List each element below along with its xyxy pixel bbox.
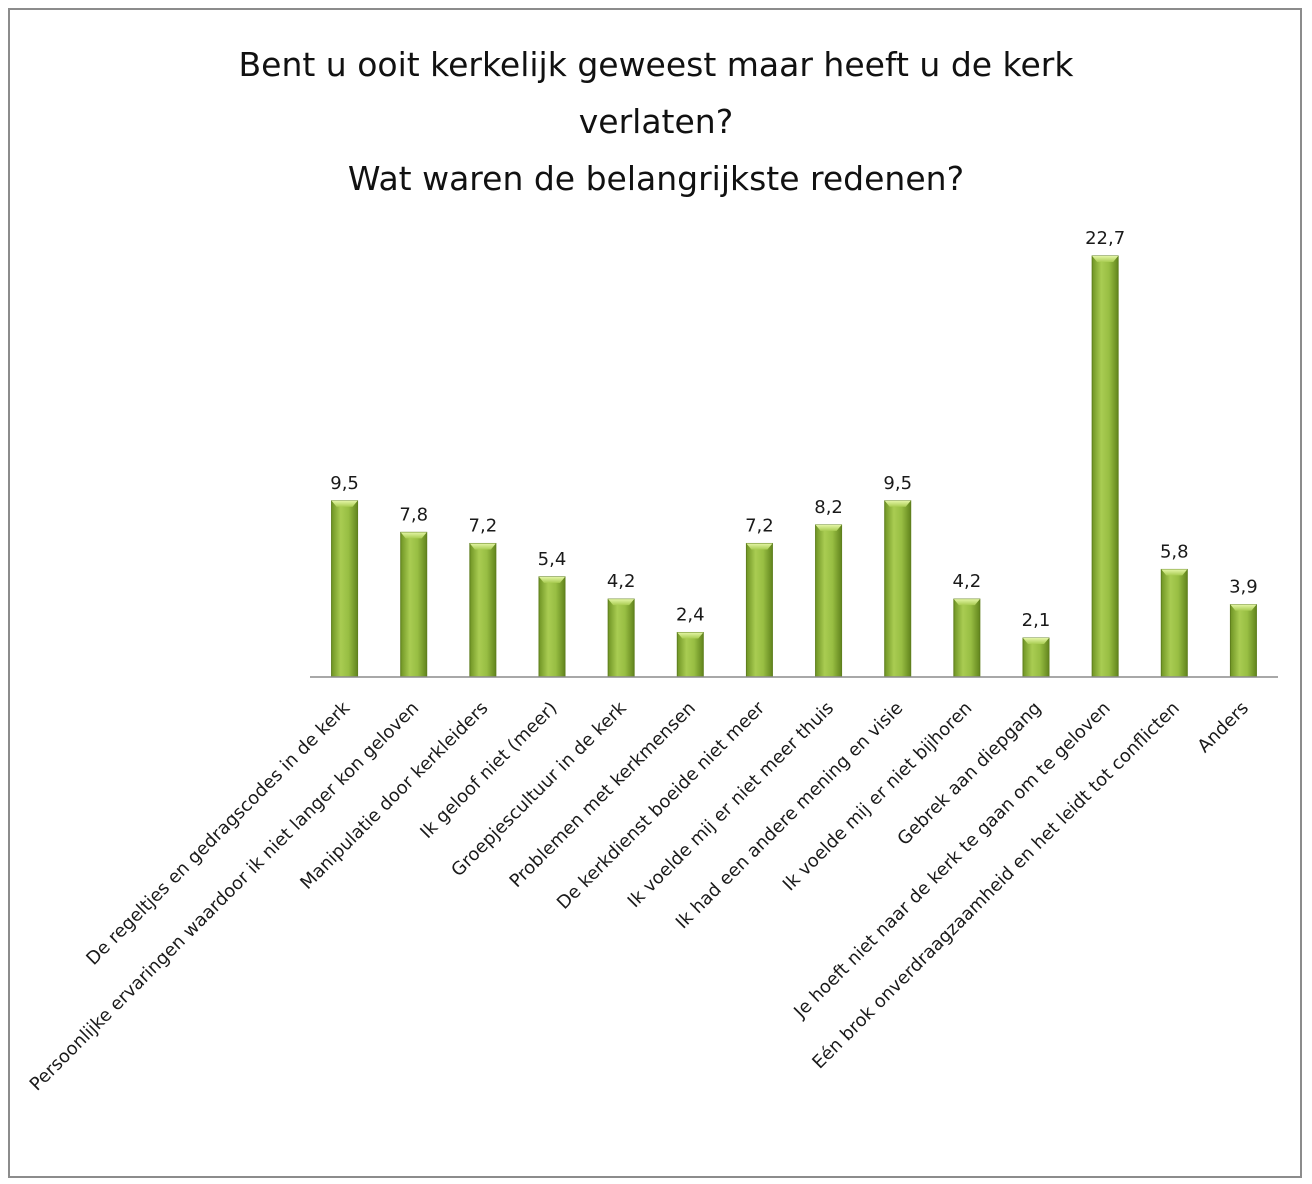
value-label-1: 9,5 [330, 473, 359, 494]
bar-13 [1160, 568, 1188, 678]
chart-frame [8, 8, 1302, 1178]
bar-8 [815, 524, 843, 678]
bars-group [331, 255, 1257, 678]
value-label-6: 2,4 [676, 604, 705, 625]
bar-highlight-2 [400, 532, 427, 539]
chart-title-line-1: Bent u ooit kerkelijk geweest maar heeft… [238, 45, 1074, 84]
bar-10 [953, 598, 981, 678]
value-label-5: 4,2 [607, 571, 636, 592]
category-labels-group: De regeltjes en gedragscodes in de kerkP… [26, 697, 1253, 1095]
bar-highlight-13 [1161, 569, 1188, 576]
bar-highlight-11 [1023, 638, 1049, 645]
value-label-12: 22,7 [1085, 228, 1125, 249]
bar-9 [884, 500, 912, 678]
value-label-7: 7,2 [745, 515, 774, 536]
chart-title-line-2: verlaten? [578, 102, 734, 141]
bar-12 [1091, 255, 1119, 678]
bar-4 [538, 576, 566, 678]
bar-highlight-12 [1092, 256, 1119, 262]
bar-highlight-1 [331, 500, 358, 507]
bar-7 [745, 542, 773, 678]
category-label-12: Je hoeft niet naar de kerk te gaan om te… [789, 698, 1114, 1023]
bar-highlight-5 [608, 599, 635, 606]
bar-11 [1022, 637, 1050, 678]
bar-highlight-6 [677, 632, 704, 639]
category-label-2: Persoonlijke ervaringen waardoor ik niet… [26, 698, 424, 1096]
category-label-1: De regeltjes en gedragscodes in de kerk [82, 697, 354, 969]
value-label-3: 7,2 [469, 515, 498, 536]
bar-1 [331, 500, 359, 678]
bar-2 [400, 531, 428, 678]
bar-highlight-9 [884, 500, 911, 507]
category-label-14: Anders [1194, 698, 1253, 757]
value-label-11: 2,1 [1022, 610, 1051, 631]
bar-highlight-14 [1230, 604, 1257, 611]
chart-title: Bent u ooit kerkelijk geweest maar heeft… [0, 36, 1312, 207]
value-label-8: 8,2 [814, 497, 843, 518]
chart-title-line-3: Wat waren de belangrijkste redenen? [347, 159, 965, 198]
bar-highlight-4 [539, 576, 565, 583]
value-label-10: 4,2 [953, 571, 982, 592]
bar-5 [607, 598, 635, 678]
bar-highlight-8 [815, 524, 842, 531]
bar-highlight-10 [953, 599, 980, 606]
bar-14 [1229, 604, 1257, 678]
value-label-13: 5,8 [1160, 541, 1189, 562]
value-label-9: 9,5 [883, 473, 912, 494]
bar-3 [469, 542, 497, 678]
value-label-4: 5,4 [538, 549, 567, 570]
category-label-4: Ik geloof niet (meer) [416, 698, 561, 843]
value-label-14: 3,9 [1229, 577, 1258, 598]
value-label-2: 7,8 [399, 504, 428, 525]
bar-highlight-3 [469, 543, 496, 550]
value-labels-group: 9,5 7,8 7,2 5,4 4,2 2,4 7,2 8,2 9,5 4,2 2,1 22,7 5,8… [330, 228, 1257, 631]
bar-6 [676, 631, 704, 678]
bar-highlight-7 [746, 543, 773, 550]
